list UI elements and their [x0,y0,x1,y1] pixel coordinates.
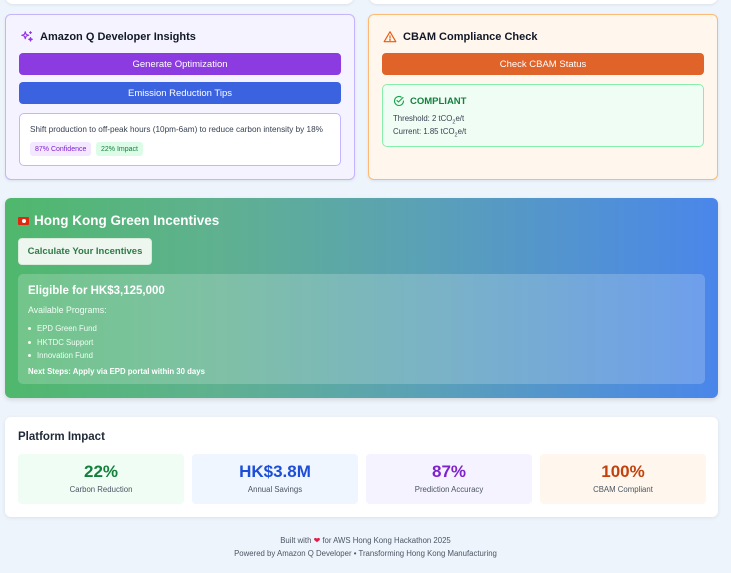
compliance-status-row: COMPLIANT [393,95,466,107]
stat-label: Annual Savings [247,485,303,494]
amazon-q-insights-card: Amazon Q Developer Insights Generate Opt… [5,14,355,180]
top-strip [0,0,731,8]
footer-hackathon: for AWS Hong Kong Hackathon 2025 [322,536,451,545]
platform-impact-card: Platform Impact 22% Carbon Reduction HK$… [5,417,718,517]
impact-badge: 22% Impact [96,142,143,156]
tip-text: Shift production to off-peak hours (10pm… [30,125,323,134]
incentives-title: Hong Kong Green Incentives [34,213,220,228]
program-item: Innovation Fund [28,349,97,363]
program-item: EPD Green Fund [28,322,97,336]
programs-list: EPD Green Fund HKTDC Support Innovation … [28,322,97,363]
previous-card-left-edge [5,0,354,4]
stat-value: HK$3.8M [239,462,311,481]
current-line: Current: 1.85 tCO2e/t [393,127,466,139]
threshold-sub: 2 [452,119,456,126]
stat-carbon-reduction: 22% Carbon Reduction [18,454,184,504]
previous-card-right-edge [369,0,718,4]
confidence-badge: 87% Confidence [30,142,92,156]
stat-cbam-compliant: 100% CBAM Compliant [540,454,706,504]
cbam-compliance-card: CBAM Compliance Check Check CBAM Status … [368,14,718,180]
hong-kong-flag-icon [18,216,29,225]
stat-label: CBAM Compliant [593,485,653,494]
next-steps: Next Steps: Apply via EPD portal within … [28,367,205,376]
optimization-tip-box: Shift production to off-peak hours (10pm… [19,113,341,166]
eligibility-box: Eligible for HK$3,125,000 Available Prog… [18,274,705,384]
footer-built-with: Built with [280,536,312,545]
check-cbam-status-button[interactable]: Check CBAM Status [382,53,704,75]
stat-prediction-accuracy: 87% Prediction Accuracy [366,454,532,504]
heart-icon: ❤ [313,536,321,545]
calculate-incentives-button[interactable]: Calculate Your Incentives [18,238,152,265]
stat-annual-savings: HK$3.8M Annual Savings [192,454,358,504]
available-programs-label: Available Programs: [28,305,107,315]
generate-optimization-button[interactable]: Generate Optimization [19,53,341,75]
stat-value: 100% [601,462,645,481]
eligible-amount: Eligible for HK$3,125,000 [28,285,165,297]
compliance-status: COMPLIANT [410,95,467,107]
emission-reduction-tips-button[interactable]: Emission Reduction Tips [19,82,341,104]
current-sub: 2 [454,132,458,139]
footer-line-1: Built with ❤ for AWS Hong Kong Hackathon… [0,536,731,545]
compliance-status-box: COMPLIANT Threshold: 2 tCO2e/t Current: … [382,84,704,147]
cbam-title-row: CBAM Compliance Check [383,30,537,44]
stat-value: 22% [83,462,119,481]
warning-triangle-icon [383,31,397,43]
insights-title-row: Amazon Q Developer Insights [20,30,196,44]
threshold-line: Threshold: 2 tCO2e/t [393,114,464,126]
sparkles-icon [21,31,33,42]
hk-green-incentives-card: Hong Kong Green Incentives Calculate You… [5,198,718,398]
check-circle-icon [394,95,405,107]
cbam-title: CBAM Compliance Check [403,31,538,43]
program-item: HKTDC Support [28,336,97,350]
current-text: Current: 1.85 tCO [393,127,455,136]
current-unit: e/t [457,127,467,136]
threshold-unit: e/t [455,114,465,123]
footer-line-2: Powered by Amazon Q Developer • Transfor… [234,549,497,558]
threshold-text: Threshold: 2 tCO [393,114,453,123]
stat-value: 87% [431,462,467,481]
stat-label: Prediction Accuracy [414,485,484,494]
impact-title: Platform Impact [18,431,105,443]
insights-title: Amazon Q Developer Insights [40,31,196,43]
incentives-title-row: Hong Kong Green Incentives [18,213,219,228]
stat-label: Carbon Reduction [69,485,133,494]
